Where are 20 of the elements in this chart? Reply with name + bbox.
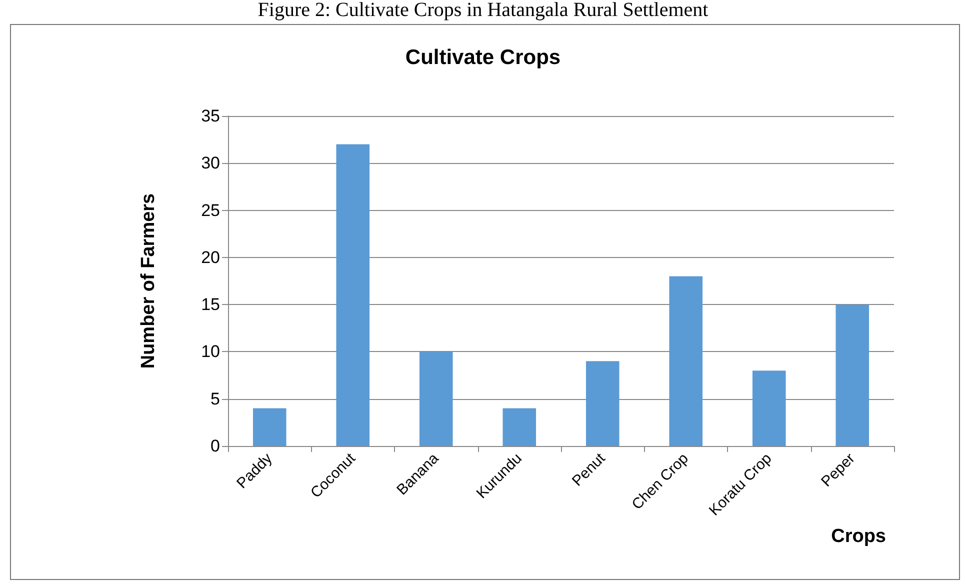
y-tick-label: 35 — [201, 106, 220, 126]
x-axis-title: Crops — [831, 526, 886, 547]
bar — [419, 352, 453, 446]
y-tick-label: 0 — [210, 436, 220, 456]
y-tick-label: 15 — [201, 295, 220, 314]
chart-title: Cultivate Crops — [405, 46, 561, 69]
bar — [586, 361, 620, 446]
caption: Figure 2: Cultivate Crops in Hatangala Rural Settlement — [258, 0, 709, 21]
bar — [836, 304, 870, 446]
y-tick-label: 25 — [201, 200, 220, 220]
bar — [752, 370, 786, 446]
bar — [502, 408, 536, 446]
y-tick-label: 30 — [201, 154, 220, 173]
bar — [252, 408, 286, 446]
y-tick-label: 20 — [201, 248, 220, 267]
bar — [336, 144, 370, 446]
bar — [669, 276, 703, 446]
y-tick-label: 10 — [201, 342, 220, 362]
y-axis-title: Number of Farmers — [138, 193, 159, 369]
y-tick-label: 5 — [210, 389, 220, 408]
